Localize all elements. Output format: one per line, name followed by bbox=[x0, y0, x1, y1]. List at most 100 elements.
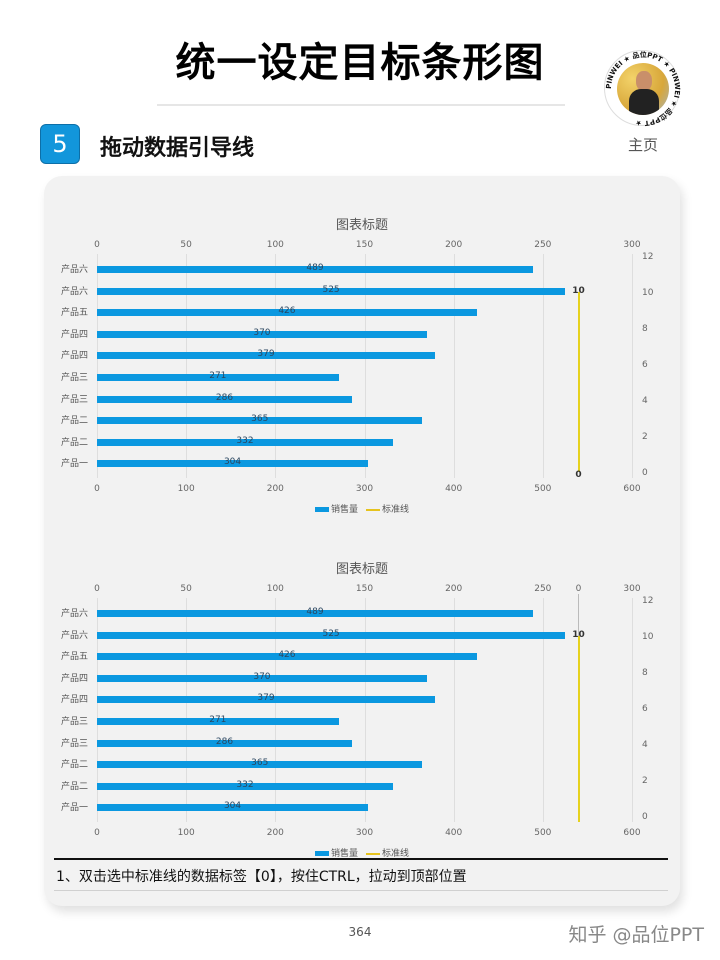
bar-sales[interactable] bbox=[97, 330, 427, 338]
instruction-text: 1、双击选中标准线的数据标签【0】，按住CTRL，拉动到顶部位置 bbox=[56, 869, 467, 885]
bar-data-label: 286 bbox=[215, 736, 234, 747]
avatar-photo bbox=[617, 63, 669, 115]
top-axis-tick: 250 bbox=[534, 240, 552, 250]
bar-sales[interactable] bbox=[97, 417, 423, 425]
standard-line-label-top[interactable]: 10 bbox=[572, 285, 585, 296]
bar-sales[interactable] bbox=[97, 782, 394, 790]
right-axis-tick: 4 bbox=[642, 396, 648, 406]
home-link[interactable]: 主页 bbox=[628, 136, 659, 154]
gridline bbox=[453, 598, 455, 822]
category-label: 产品二 bbox=[60, 781, 88, 792]
bar-sales[interactable] bbox=[97, 460, 369, 468]
standard-line-label-middle[interactable]: 10 bbox=[572, 629, 585, 640]
chart-legend: 销售量 标准线 bbox=[44, 502, 680, 515]
bar-sales[interactable] bbox=[97, 287, 566, 295]
gridline bbox=[453, 254, 455, 478]
legend-item-sales[interactable]: 销售量 bbox=[330, 849, 358, 859]
gridline bbox=[364, 598, 366, 822]
right-axis-tick: 2 bbox=[642, 432, 648, 442]
top-axis-tick: 50 bbox=[180, 240, 192, 250]
bar-sales[interactable] bbox=[97, 804, 369, 812]
standard-line-label-top[interactable]: 0 bbox=[575, 584, 582, 594]
right-axis-tick: 10 bbox=[642, 632, 654, 642]
bar-sales[interactable] bbox=[97, 696, 435, 704]
legend-item-standard[interactable]: 标准线 bbox=[382, 505, 410, 515]
standard-line[interactable] bbox=[577, 291, 580, 472]
page-title: 统一设定目标条形图 bbox=[175, 40, 545, 86]
top-axis-tick: 100 bbox=[266, 240, 284, 250]
right-axis-tick: 12 bbox=[642, 252, 654, 262]
bar-sales[interactable] bbox=[97, 674, 427, 682]
bar-sales[interactable] bbox=[97, 352, 435, 360]
bar-sales[interactable] bbox=[97, 718, 339, 725]
bar-sales[interactable] bbox=[97, 266, 534, 273]
bar-data-label: 365 bbox=[251, 758, 269, 769]
category-label: 产品六 bbox=[60, 286, 88, 297]
right-axis-tick: 0 bbox=[642, 468, 648, 478]
top-axis-tick: 250 bbox=[534, 584, 552, 594]
category-label: 产品三 bbox=[60, 373, 88, 383]
bar-data-label: 332 bbox=[236, 435, 254, 446]
bottom-axis-tick: 200 bbox=[266, 484, 284, 494]
bar-data-label: 370 bbox=[253, 327, 271, 338]
bottom-axis-tick: 100 bbox=[177, 828, 195, 838]
note-divider-top bbox=[54, 858, 668, 860]
right-axis-tick: 10 bbox=[642, 288, 654, 298]
right-axis-tick: 0 bbox=[642, 812, 648, 822]
legend-bar-swatch-icon bbox=[314, 851, 329, 856]
bar-data-label: 379 bbox=[257, 693, 275, 704]
bottom-axis-tick: 0 bbox=[94, 484, 100, 494]
category-label: 产品一 bbox=[60, 803, 88, 814]
legend-line-swatch-icon bbox=[366, 852, 380, 855]
bottom-axis-tick: 600 bbox=[623, 828, 641, 838]
bar-sales[interactable] bbox=[97, 761, 423, 769]
category-label: 产品六 bbox=[60, 609, 88, 619]
bar-sales[interactable] bbox=[97, 631, 566, 639]
gridline bbox=[632, 254, 633, 478]
gridline bbox=[186, 598, 188, 822]
chart-legend: 销售量 标准线 bbox=[44, 846, 680, 859]
gridline bbox=[275, 254, 277, 478]
bar-data-label: 365 bbox=[251, 414, 269, 425]
bar-sales[interactable] bbox=[97, 610, 534, 617]
bar-data-label: 304 bbox=[223, 457, 242, 468]
category-label: 产品四 bbox=[60, 351, 88, 362]
bar-sales[interactable] bbox=[97, 374, 339, 381]
bar-sales[interactable] bbox=[97, 653, 477, 661]
bar-data-label: 332 bbox=[236, 779, 254, 790]
step-title: 拖动数据引导线 bbox=[100, 136, 255, 161]
gridline bbox=[186, 254, 188, 478]
bar-sales[interactable] bbox=[97, 395, 353, 403]
bottom-axis-tick: 300 bbox=[355, 828, 374, 838]
bar-data-label: 271 bbox=[209, 715, 227, 725]
chart-title: 图表标题 bbox=[335, 562, 388, 577]
bar-sales[interactable] bbox=[97, 438, 394, 446]
legend-line-swatch-icon bbox=[366, 508, 380, 511]
page-number: 364 bbox=[348, 925, 372, 939]
top-axis-tick: 200 bbox=[445, 240, 463, 250]
standard-line-label-bottom[interactable]: 0 bbox=[575, 470, 582, 480]
title-divider bbox=[157, 104, 565, 106]
standard-line[interactable] bbox=[577, 635, 580, 822]
legend-item-standard[interactable]: 标准线 bbox=[382, 849, 410, 859]
category-label: 产品一 bbox=[60, 459, 88, 470]
gridline bbox=[97, 598, 98, 822]
leader-line bbox=[577, 594, 579, 636]
bar-sales[interactable] bbox=[97, 309, 477, 317]
top-axis-tick: 150 bbox=[355, 584, 374, 594]
legend-item-sales[interactable]: 销售量 bbox=[330, 505, 358, 515]
category-label: 产品二 bbox=[60, 760, 88, 771]
bottom-axis-tick: 500 bbox=[534, 484, 552, 494]
top-axis-tick: 300 bbox=[623, 240, 641, 250]
bar-data-label: 370 bbox=[253, 671, 271, 682]
category-label: 产品四 bbox=[60, 695, 88, 706]
bar-data-label: 426 bbox=[278, 306, 296, 317]
top-axis-tick: 200 bbox=[445, 584, 463, 594]
bottom-axis-tick: 400 bbox=[445, 484, 463, 494]
author-avatar[interactable]: PINWEI ★ 品位PPT ★ PINWEI ★ 品位PPT ★ bbox=[604, 50, 681, 127]
category-label: 产品四 bbox=[60, 673, 88, 684]
right-axis-tick: 6 bbox=[642, 704, 648, 714]
right-axis-tick: 8 bbox=[642, 324, 648, 334]
gridline bbox=[275, 598, 277, 822]
bar-sales[interactable] bbox=[97, 739, 353, 747]
